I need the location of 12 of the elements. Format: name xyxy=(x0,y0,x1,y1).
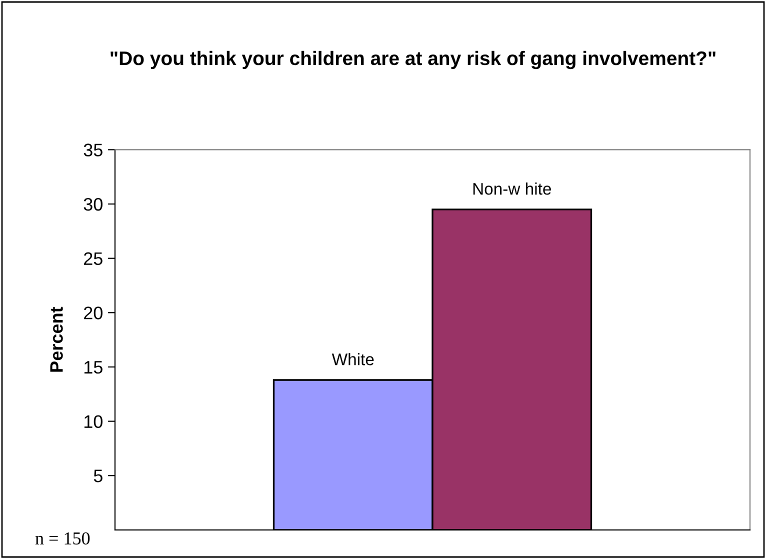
y-tick-label: 30 xyxy=(84,198,102,211)
y-tick-label: 20 xyxy=(84,306,102,320)
y-tick-label: 25 xyxy=(84,252,102,266)
chart-title: "Do you think your children are at any risk of gang involvement?" xyxy=(110,50,716,70)
y-tick-label: 10 xyxy=(84,415,102,428)
series-label: White xyxy=(332,353,374,366)
y-axis-title: Percent xyxy=(50,306,63,372)
y-tick-label: 15 xyxy=(84,361,102,374)
series-label: Non-w hite xyxy=(473,182,551,195)
y-tick-label: 35 xyxy=(84,144,102,156)
text: n = 150 xyxy=(35,532,90,545)
y-tick-label: 5 xyxy=(94,470,102,482)
